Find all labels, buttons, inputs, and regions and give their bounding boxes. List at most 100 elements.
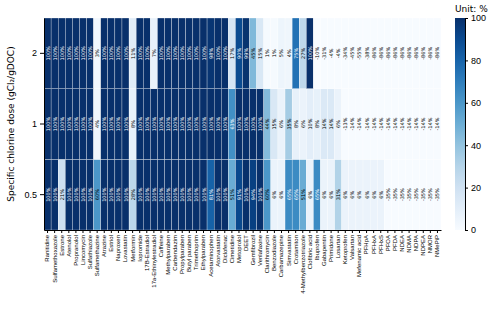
cell [342, 89, 349, 160]
x-tick: Ibuprofen [314, 230, 320, 260]
x-tick: Butyl paraben [186, 230, 192, 272]
cells [44, 18, 441, 230]
cell-label: 100% [45, 187, 51, 202]
x-tick-label: Sulfathiazole [87, 234, 93, 269]
cell-label: -14% [356, 117, 362, 130]
chart: 100%100%21%100%100%100%100%60%100%100%10… [0, 0, 499, 310]
x-tick-mark [316, 230, 317, 233]
x-tick-label: Gemfibrozil [250, 235, 256, 265]
cell-label: 14% [321, 118, 327, 129]
cell [129, 18, 136, 89]
cell [58, 159, 65, 230]
cell-label: 65% [314, 189, 320, 200]
cell [214, 159, 221, 230]
cell [292, 89, 299, 160]
x-tick-label: PFHxA [371, 235, 377, 254]
x-tick-label: Methylparaben [165, 235, 171, 275]
cell-label: 100% [115, 187, 121, 202]
cell [363, 159, 370, 230]
x-tick-label: Primidone [328, 234, 334, 262]
x-tick-label: NDPA [413, 235, 419, 251]
x-tick-mark [380, 230, 381, 233]
cell-label: 100% [137, 187, 143, 202]
x-tick: Naproxen [115, 230, 121, 261]
cell [186, 18, 193, 89]
x-tick: NDMA [406, 230, 412, 253]
cell-labels: 100%100%21%100%100%100%100%60%100%100%10… [45, 46, 441, 202]
x-tick-mark [387, 230, 388, 233]
cell-label: 100% [101, 187, 107, 202]
cell [328, 159, 335, 230]
cell-label: 100% [87, 187, 93, 202]
x-tick-mark [359, 230, 360, 233]
x-tick: 17a-Ethinylestradiol [151, 230, 157, 288]
cell-label: 8% [293, 120, 299, 128]
cell [207, 89, 214, 160]
cell [342, 18, 349, 89]
cell [172, 159, 179, 230]
cell-label: 3% [94, 49, 100, 57]
cell [65, 89, 72, 160]
cell-label: 100% [172, 187, 178, 202]
x-tick-label: Gabapentin [321, 235, 327, 266]
cell-label: 100% [201, 187, 207, 202]
cell-label: 44% [264, 118, 270, 129]
cell-label: 100% [144, 46, 150, 61]
colorbar-tick-mark [465, 103, 468, 104]
cell-label: 100% [80, 46, 86, 61]
cell-label: -86% [413, 47, 419, 60]
cell-label: -14% [371, 117, 377, 130]
cell [129, 159, 136, 230]
cell [391, 89, 398, 160]
cell-label: 100% [158, 46, 164, 61]
cell [115, 159, 122, 230]
cell-label: 100% [222, 46, 228, 61]
axis-domain [44, 19, 45, 231]
cell [165, 89, 172, 160]
x-tick: Carbamazepine [278, 230, 284, 277]
cell-label: 4% [94, 120, 100, 128]
x-tick: NDEA [399, 230, 405, 252]
cell-label: 100% [137, 46, 143, 61]
x-tick: Mefenamic acid [356, 230, 362, 277]
x-tick-mark [423, 230, 424, 233]
x-tick-mark [373, 230, 374, 233]
cell [108, 159, 115, 230]
x-tick-label: DEET [243, 235, 249, 251]
cell [122, 18, 129, 89]
cell-label: -86% [427, 47, 433, 60]
x-tick-mark [68, 230, 69, 233]
cell [129, 89, 136, 160]
colorbar-tick-mark [465, 230, 468, 231]
cell [150, 18, 157, 89]
cell-label: -55% [356, 47, 362, 60]
cell-label: -38% [364, 47, 370, 60]
cell-label: 100% [179, 117, 185, 132]
cell-label: 15% [257, 48, 263, 59]
cell-label: 14% [328, 118, 334, 129]
cell [44, 18, 51, 89]
cell [44, 159, 51, 230]
cell-label: 100% [108, 117, 114, 132]
x-tick: Atenolol [66, 230, 72, 257]
x-tick-label: Simvastatin [286, 235, 292, 266]
cell [221, 89, 228, 160]
cell [221, 159, 228, 230]
cell-label: 100% [193, 187, 199, 202]
cell-label: 6% [278, 190, 284, 198]
cell [165, 18, 172, 89]
cell-label: -14% [378, 117, 384, 130]
cell-label: -35% [406, 188, 412, 201]
cell-label: -35% [392, 188, 398, 201]
cell-label: 100% [165, 117, 171, 132]
x-tick-mark [238, 230, 239, 233]
cell-label: 51% [300, 189, 306, 200]
cell [398, 18, 405, 89]
y-tick: 1 [32, 119, 44, 129]
x-tick-mark [189, 230, 190, 233]
cell [292, 18, 299, 89]
cell [299, 159, 306, 230]
cell [320, 159, 327, 230]
cell [150, 89, 157, 160]
cell-label: 90% [236, 48, 242, 59]
